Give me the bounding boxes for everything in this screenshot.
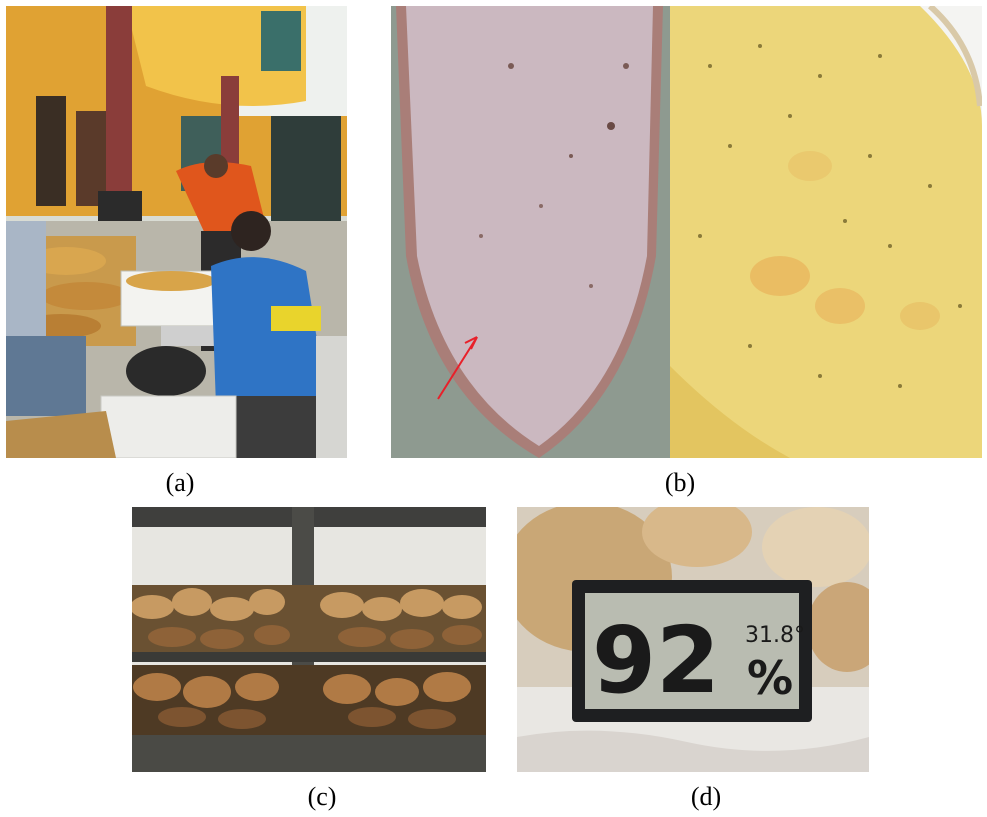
caption-c: (c) <box>307 782 337 811</box>
photo-tuber-slice-yellow <box>670 6 982 458</box>
red-arrow-icon <box>437 336 478 400</box>
photo-hygrometer: 92 31.8° % <box>517 507 869 772</box>
photo-tuber-shelves <box>132 507 486 772</box>
photo-weighing-tubers <box>6 6 347 458</box>
humidity-reading: 92 <box>592 607 720 714</box>
temperature-reading: 31.8° <box>745 623 805 648</box>
caption-b: (b) <box>664 468 696 497</box>
humidity-unit: % <box>747 651 793 705</box>
caption-a: (a) <box>165 468 195 497</box>
caption-d: (d) <box>690 782 722 811</box>
photo-tuber-slice-purple <box>391 6 670 458</box>
